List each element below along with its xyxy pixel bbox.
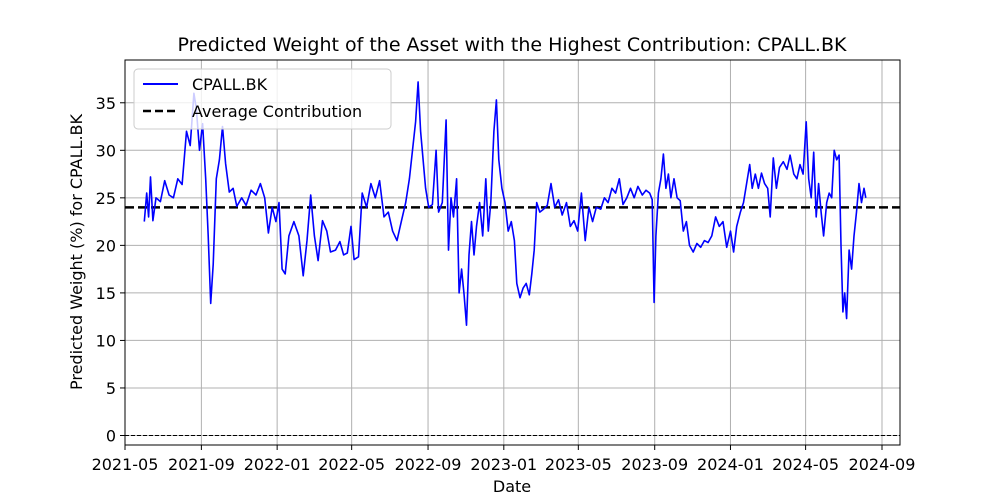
legend: CPALL.BK Average Contribution bbox=[133, 68, 392, 130]
y-tick-label: 30 bbox=[96, 141, 116, 160]
legend-label-average: Average Contribution bbox=[192, 102, 362, 121]
x-tick-label: 2022-01 bbox=[244, 455, 311, 474]
chart-title: Predicted Weight of the Asset with the H… bbox=[178, 34, 847, 56]
x-axis-label: Date bbox=[493, 477, 531, 496]
x-tick-label: 2024-09 bbox=[849, 455, 916, 474]
legend-box bbox=[133, 68, 392, 130]
series-layer bbox=[143, 81, 867, 327]
y-tick-label: 10 bbox=[96, 331, 116, 350]
x-tick-label: 2021-09 bbox=[168, 455, 235, 474]
x-tick-label: 2022-05 bbox=[318, 455, 385, 474]
x-tick-label: 2023-09 bbox=[621, 455, 688, 474]
y-tick-label: 25 bbox=[96, 189, 116, 208]
x-tick-label: 2023-05 bbox=[545, 455, 612, 474]
x-tick-label: 2024-05 bbox=[772, 455, 839, 474]
y-ticks: 0 5 10 15 20 25 30 35 bbox=[96, 94, 125, 445]
y-tick-label: 20 bbox=[96, 236, 116, 255]
y-tick-label: 5 bbox=[106, 379, 116, 398]
y-axis-label: Predicted Weight (%) for CPALL.BK bbox=[67, 113, 86, 390]
x-tick-label: 2023-01 bbox=[470, 455, 537, 474]
x-tick-label: 2021-05 bbox=[92, 455, 159, 474]
x-tick-label: 2022-09 bbox=[395, 455, 462, 474]
x-tick-label: 2024-01 bbox=[697, 455, 764, 474]
x-ticks: 2021-05 2021-09 2022-01 2022-05 2022-09 2023-… bbox=[92, 445, 916, 474]
series-line-cpall bbox=[143, 81, 867, 327]
y-tick-label: 35 bbox=[96, 94, 116, 113]
y-tick-label: 15 bbox=[96, 284, 116, 303]
plot-frame bbox=[124, 59, 901, 446]
legend-label-cpall: CPALL.BK bbox=[192, 75, 268, 94]
y-tick-label: 0 bbox=[106, 426, 116, 445]
